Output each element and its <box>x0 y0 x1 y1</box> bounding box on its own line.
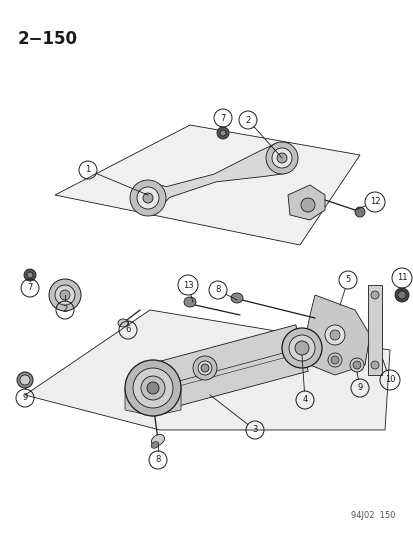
Text: 2−150: 2−150 <box>18 30 78 48</box>
Text: 94J02  150: 94J02 150 <box>351 511 395 520</box>
Ellipse shape <box>125 360 180 416</box>
Text: 2: 2 <box>245 116 250 125</box>
Polygon shape <box>287 185 324 220</box>
Text: 7: 7 <box>27 284 33 293</box>
Text: 4: 4 <box>301 395 307 405</box>
Ellipse shape <box>130 180 166 216</box>
Ellipse shape <box>142 193 153 203</box>
Text: 8: 8 <box>215 286 220 295</box>
Ellipse shape <box>197 361 211 375</box>
Ellipse shape <box>294 341 308 355</box>
Ellipse shape <box>370 291 378 299</box>
Ellipse shape <box>219 130 225 136</box>
Text: 9: 9 <box>22 393 28 402</box>
Ellipse shape <box>349 358 363 372</box>
Text: 12: 12 <box>369 198 379 206</box>
Text: 8: 8 <box>155 456 160 464</box>
Polygon shape <box>25 310 389 430</box>
Ellipse shape <box>118 319 128 327</box>
Ellipse shape <box>201 364 209 372</box>
Ellipse shape <box>49 279 81 311</box>
Ellipse shape <box>192 356 216 380</box>
Ellipse shape <box>354 207 364 217</box>
Text: 3: 3 <box>252 425 257 434</box>
Text: 10: 10 <box>384 376 394 384</box>
Polygon shape <box>55 125 359 245</box>
Ellipse shape <box>397 291 405 299</box>
Ellipse shape <box>147 382 159 394</box>
Ellipse shape <box>329 330 339 340</box>
Polygon shape <box>304 295 369 375</box>
Polygon shape <box>142 143 286 215</box>
Ellipse shape <box>27 272 33 278</box>
Ellipse shape <box>271 148 291 168</box>
Ellipse shape <box>24 269 36 281</box>
Ellipse shape <box>330 356 338 364</box>
Ellipse shape <box>141 376 165 400</box>
Ellipse shape <box>20 375 30 385</box>
Text: 5: 5 <box>344 276 350 285</box>
Text: 11: 11 <box>396 273 406 282</box>
Ellipse shape <box>300 198 314 212</box>
Ellipse shape <box>370 361 378 369</box>
Ellipse shape <box>281 328 321 368</box>
Text: 6: 6 <box>125 326 131 335</box>
Ellipse shape <box>151 434 164 446</box>
Ellipse shape <box>230 293 242 303</box>
Ellipse shape <box>216 127 228 139</box>
Ellipse shape <box>352 361 360 369</box>
Ellipse shape <box>394 288 408 302</box>
Text: 13: 13 <box>182 280 193 289</box>
Ellipse shape <box>183 297 195 307</box>
Ellipse shape <box>137 187 159 209</box>
Ellipse shape <box>55 285 75 305</box>
Ellipse shape <box>151 442 159 448</box>
Ellipse shape <box>266 142 297 174</box>
Text: 1: 1 <box>85 166 90 174</box>
Ellipse shape <box>327 353 341 367</box>
Text: 7: 7 <box>220 114 225 123</box>
Text: 2: 2 <box>62 305 67 314</box>
Ellipse shape <box>276 153 286 163</box>
Ellipse shape <box>17 372 33 388</box>
Text: 9: 9 <box>356 384 362 392</box>
Ellipse shape <box>288 335 314 361</box>
Ellipse shape <box>133 368 173 408</box>
Polygon shape <box>367 285 381 375</box>
Ellipse shape <box>60 290 70 300</box>
Ellipse shape <box>324 325 344 345</box>
Polygon shape <box>125 360 180 416</box>
Polygon shape <box>147 325 307 411</box>
